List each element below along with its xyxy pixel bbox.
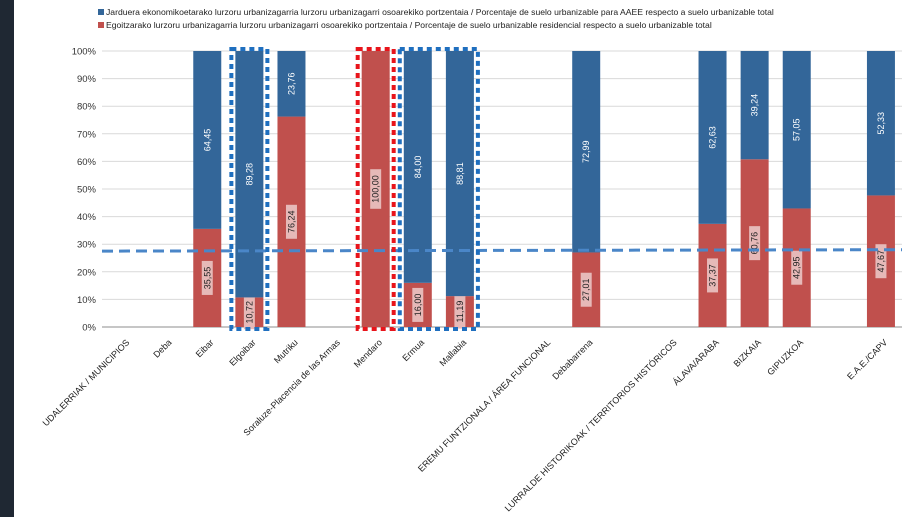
bar-segment-aaee	[445, 51, 474, 297]
y-tick-label: 30%	[77, 240, 97, 251]
x-tick-label: BIZKAIA	[732, 337, 763, 368]
data-label: 64,45	[202, 129, 212, 152]
y-tick-label: 90%	[77, 74, 97, 85]
data-label: 23,76	[286, 73, 296, 96]
data-label: 84,00	[413, 156, 423, 179]
x-tick-label: EREMU FUNTZIONALA / ÁREA FUNCIONAL	[416, 337, 552, 473]
data-label-box	[791, 250, 803, 285]
y-tick-label: 20%	[77, 267, 97, 278]
data-label: 72,99	[581, 140, 591, 163]
data-label-box	[370, 169, 382, 209]
bar-segment-aaee	[698, 51, 727, 224]
x-tick-label: Mendaro	[352, 337, 384, 369]
data-label: 16,00	[413, 294, 423, 317]
data-label: 89,28	[244, 163, 254, 186]
stacked-bar-chart: 0% 10% 20% 30% 40% 50% 60% 70% 80% 90% 100% 35,55 64…	[41, 47, 903, 513]
chart-canvas: Jarduera ekonomikoetarako lurzoru urbani…	[14, 0, 906, 517]
bar-segment-aaee	[235, 51, 264, 298]
data-label: 88,81	[455, 162, 465, 185]
data-label: 35,55	[202, 267, 212, 290]
x-tick-label: UDALERRIAK / MUNICIPIOS	[41, 337, 132, 428]
y-tick-label: 60%	[77, 157, 97, 168]
y-tick-label: 40%	[77, 212, 97, 223]
y-tick-label: 0%	[82, 323, 96, 334]
x-tick-label: Ermua	[400, 337, 426, 363]
legend-label-residential: Egoitzarako lurzoru urbanizagarria lurzo…	[106, 20, 712, 30]
data-label: 52,33	[876, 112, 886, 135]
data-label-box	[749, 226, 761, 261]
highlight-box	[397, 47, 480, 331]
data-label: 42,95	[792, 256, 802, 279]
data-label-box	[201, 260, 213, 295]
x-tick-label: ÁLAVA/ARABA	[671, 337, 721, 387]
data-label: 37,37	[708, 264, 718, 287]
bar-segment-aaee	[866, 51, 895, 196]
y-tick-label: 50%	[77, 185, 97, 196]
x-tick-label: E.A.E./CAPV	[845, 337, 889, 381]
x-tick-label: Eibar	[194, 337, 216, 359]
bar-segment-aaee	[740, 51, 769, 160]
legend-item-aaee: Jarduera ekonomikoetarako lurzoru urbani…	[98, 6, 906, 19]
data-label: 47,67	[876, 250, 886, 273]
bar-segment-aaee	[277, 51, 306, 117]
y-tick-label: 100%	[72, 47, 97, 58]
bar-segment-aaee	[193, 51, 222, 229]
x-tick-label: Mutriku	[272, 337, 300, 365]
data-label: 57,05	[792, 118, 802, 141]
data-label: 60,76	[750, 232, 760, 255]
x-tick-label: Deba	[151, 337, 173, 359]
x-tick-label: Mallabia	[438, 337, 469, 368]
highlight-box	[355, 47, 396, 331]
x-tick-label: GIPUZKOA	[765, 337, 805, 377]
y-tick-label: 70%	[77, 129, 97, 140]
data-label: 100,00	[371, 175, 381, 203]
bar-segment-aaee	[403, 51, 432, 283]
legend-swatch-residential	[98, 22, 104, 28]
data-label: 76,24	[286, 211, 296, 234]
data-label-box	[875, 244, 887, 279]
data-label: 11,19	[455, 301, 465, 323]
highlight-box	[229, 47, 270, 331]
legend-label-aaee: Jarduera ekonomikoetarako lurzoru urbani…	[106, 7, 774, 17]
data-label: 39,24	[750, 94, 760, 117]
data-label: 62,63	[708, 126, 718, 149]
data-label: 10,72	[244, 301, 254, 324]
data-label-box	[454, 294, 466, 329]
x-tick-label: Debabarrena	[550, 337, 594, 381]
data-label-box	[412, 287, 424, 322]
data-label-box	[243, 295, 255, 330]
bar-segment-aaee	[572, 51, 601, 253]
chart-legend: Jarduera ekonomikoetarako lurzoru urbani…	[98, 6, 906, 32]
x-tick-label: Elgoibar	[227, 337, 257, 367]
data-label: 27,01	[581, 278, 591, 301]
legend-item-residential: Egoitzarako lurzoru urbanizagarria lurzo…	[98, 19, 906, 32]
data-label-box	[580, 272, 592, 307]
y-tick-label: 80%	[77, 102, 97, 113]
bar-segment-aaee	[782, 51, 811, 209]
y-tick-label: 10%	[77, 295, 97, 306]
data-label-box	[285, 204, 297, 239]
reference-line	[101, 248, 903, 253]
legend-swatch-aaee	[98, 9, 104, 15]
data-label-box	[707, 258, 719, 293]
